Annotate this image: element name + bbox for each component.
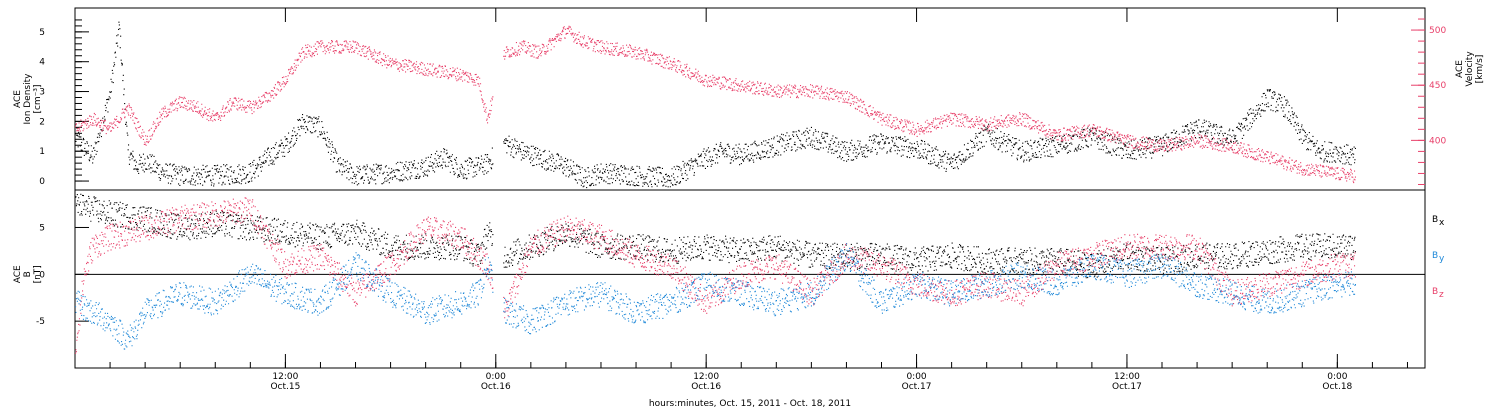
series-pink	[75, 25, 1356, 184]
x-tick-date: Oct.16	[481, 382, 511, 392]
x-tick-label: 12:00	[272, 372, 298, 382]
y-axis-label: [cm⁻³]	[33, 84, 43, 113]
y-tick-label: 5	[39, 28, 45, 38]
legend-entry: B	[1432, 251, 1438, 261]
y-axis-label: B	[23, 271, 33, 277]
data-points	[75, 21, 1356, 189]
y2-axis-label: ACE	[1455, 60, 1465, 78]
x-tick-label: 0:00	[486, 372, 506, 382]
x-tick-label: 12:00	[693, 372, 719, 382]
data-points	[75, 243, 1356, 350]
y2-axis-label: [km/s]	[1475, 55, 1485, 84]
x-tick-date: Oct.16	[691, 382, 721, 392]
y2-tick-label: 450	[1429, 81, 1446, 91]
y2-tick-label: 400	[1429, 136, 1446, 146]
y-tick-label: 2	[39, 117, 45, 127]
panel2-frame	[74, 189, 1426, 369]
legend-subscript: x	[1439, 218, 1445, 228]
x-tick-date: Oct.18	[1322, 382, 1352, 392]
x-tick-label: 12:00	[1114, 372, 1140, 382]
y-axis-label: [nT]	[33, 265, 43, 283]
y-tick-label: 0	[39, 270, 45, 280]
panel1-frame	[74, 7, 1426, 191]
x-tick-label: 0:00	[1327, 372, 1347, 382]
legend-entry: B	[1432, 215, 1438, 225]
y-axis-label: ACE	[13, 265, 23, 283]
y-tick-label: 5	[39, 223, 45, 233]
y-tick-label: -5	[36, 317, 45, 327]
series-black	[75, 21, 1356, 189]
x-tick-date: Oct.15	[270, 382, 300, 392]
data-points	[75, 25, 1356, 184]
series-By	[75, 243, 1356, 350]
x-tick-label: 0:00	[906, 372, 926, 382]
y-tick-label: 3	[39, 88, 45, 98]
legend-entry: B	[1432, 287, 1438, 297]
y-axis-label: ACE	[13, 90, 23, 108]
y-tick-label: 0	[39, 177, 45, 187]
y-tick-label: 1	[39, 147, 45, 157]
legend-subscript: y	[1439, 254, 1445, 264]
y-tick-label: 4	[39, 58, 45, 68]
x-axis: 12:00Oct.150:00Oct.1612:00Oct.160:00Oct.…	[74, 8, 1408, 392]
y2-axis-label: Velocity	[1465, 51, 1475, 87]
y2-tick-label: 500	[1429, 26, 1446, 36]
x-axis-title: hours:minutes, Oct. 15, 2011 - Oct. 18, …	[649, 399, 851, 409]
y-axis-label: Ion Density	[23, 73, 33, 125]
x-tick-date: Oct.17	[902, 382, 932, 392]
x-tick-date: Oct.17	[1112, 382, 1142, 392]
legend-subscript: z	[1439, 290, 1444, 300]
